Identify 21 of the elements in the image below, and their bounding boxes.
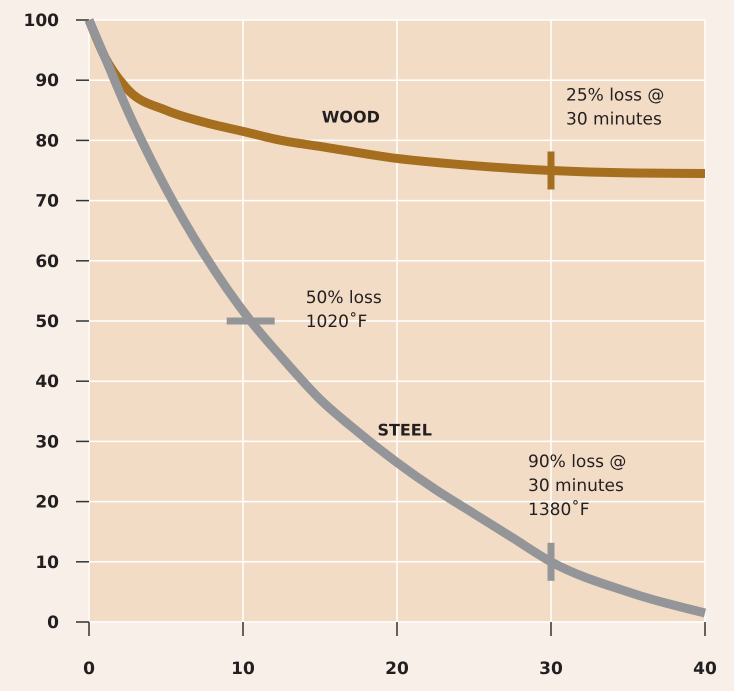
x-tick-label: 0	[83, 659, 96, 679]
y-tick-label: 100	[24, 10, 60, 31]
annotation: 25% loss @ 30 minutes	[566, 86, 664, 130]
x-tick-label: 10	[231, 659, 255, 679]
y-tick-label: 70	[35, 192, 60, 212]
x-tick-label: 40	[693, 659, 717, 679]
y-tick-label: 40	[35, 372, 60, 392]
y-tick-label: 30	[35, 432, 60, 452]
y-tick-label: 50	[35, 312, 60, 332]
x-tick-label: 30	[539, 659, 563, 679]
annotation: 50% loss 1020˚F	[306, 288, 382, 332]
y-tick-label: 10	[35, 552, 60, 573]
y-tick-label: 90	[35, 71, 60, 92]
series-label: WOOD	[322, 107, 380, 126]
y-tick-label: 60	[35, 252, 60, 272]
y-tick-label: 0	[47, 612, 60, 633]
series-label: STEEL	[377, 420, 432, 440]
annotation: 90% loss @ 30 minutes 1380˚F	[528, 452, 626, 520]
x-tick-label: 20	[385, 659, 409, 679]
y-tick-label: 20	[35, 492, 60, 513]
y-tick-label: 80	[35, 131, 60, 152]
